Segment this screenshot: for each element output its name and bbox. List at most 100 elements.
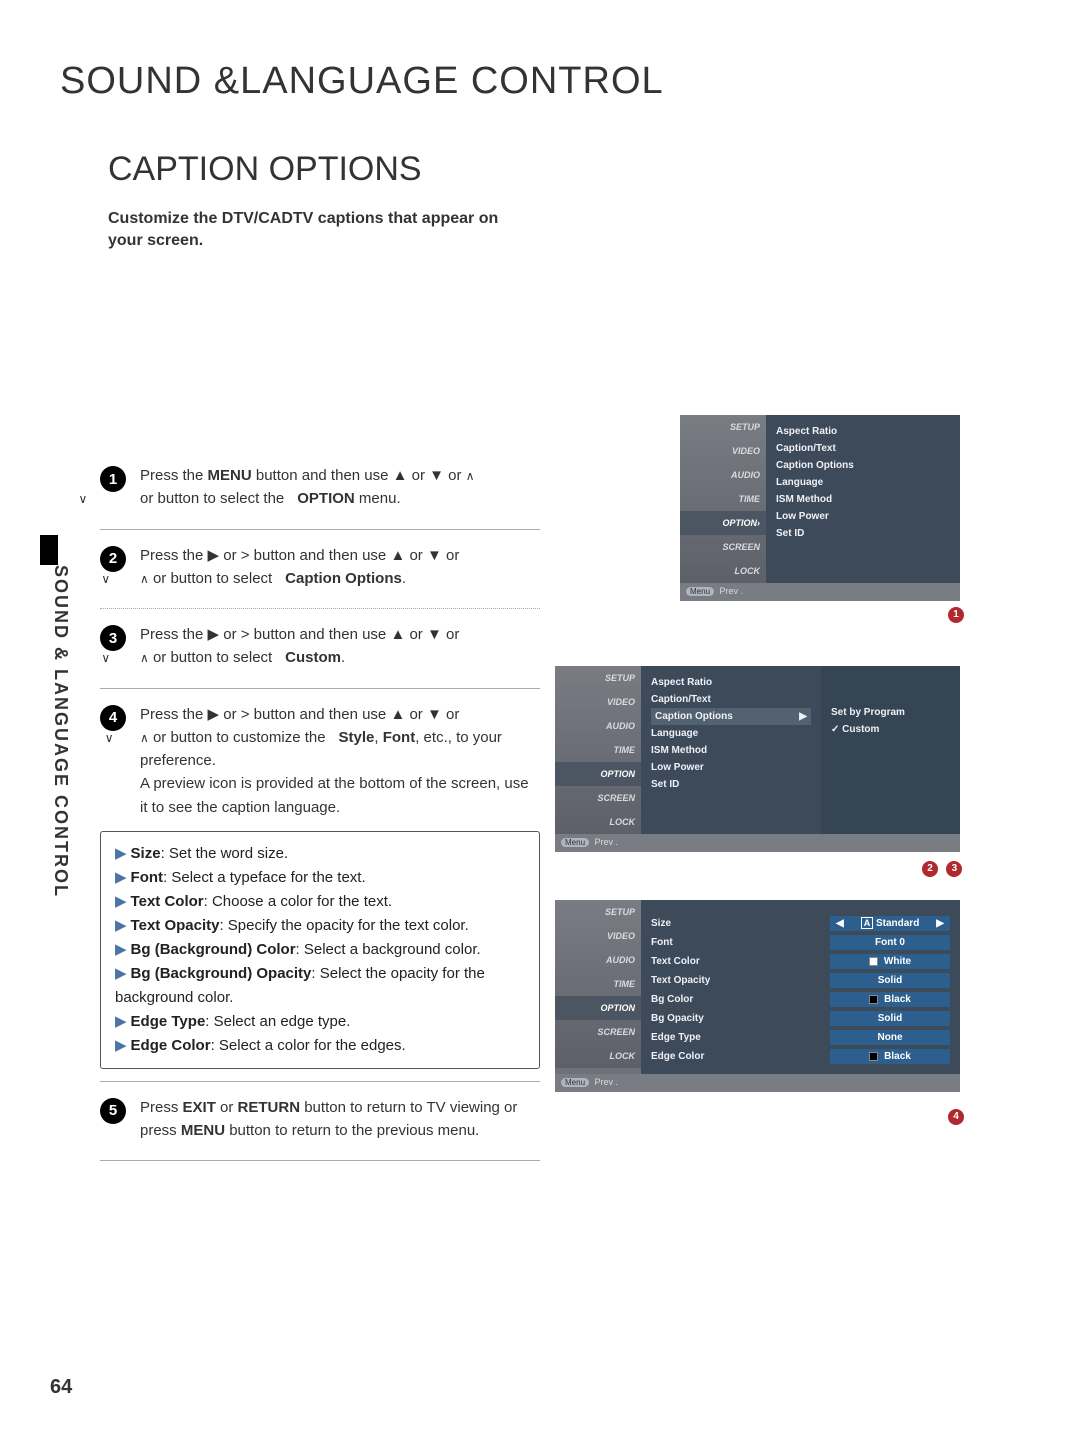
sidebar-item-video[interactable]: VIDEO <box>680 439 766 463</box>
sidebar-item-screen[interactable]: SCREEN <box>555 1020 641 1044</box>
footer-menu-button[interactable]: Menu <box>561 1078 589 1087</box>
sidebar-item-setup[interactable]: SETUP <box>555 666 641 690</box>
submenu-row[interactable]: Set by Program <box>831 704 950 721</box>
settings-row-text-opacity[interactable]: Text Opacity Solid <box>651 971 950 990</box>
sidebar-item-lock[interactable]: LOCK <box>680 559 766 583</box>
sidebar-item-time[interactable]: TIME <box>555 972 641 996</box>
label: Bg Color <box>651 994 741 1005</box>
label: SETUP <box>605 907 635 917</box>
option-line: ▶Edge Type: Select an edge type. <box>115 1010 525 1034</box>
label: VIDEO <box>607 697 635 707</box>
label: Bg (Background) Opacity <box>131 965 312 982</box>
value[interactable]: None <box>830 1030 950 1045</box>
settings-row-font[interactable]: Font Font 0 <box>651 933 950 952</box>
value-text: White <box>884 956 911 967</box>
menu-row[interactable]: Aspect Ratio <box>651 674 811 691</box>
option-line: ▶Bg (Background) Opacity: Select the opa… <box>115 962 525 1010</box>
option-line: ▶Bg (Background) Color: Select a backgro… <box>115 938 525 962</box>
settings-row-bg-color[interactable]: Bg Color Black <box>651 990 950 1009</box>
sidebar-item-screen[interactable]: SCREEN <box>555 786 641 810</box>
sidebar-item-lock[interactable]: LOCK <box>555 810 641 834</box>
value[interactable]: Font 0 <box>830 935 950 950</box>
value[interactable]: ◀ A Standard ▶ <box>830 916 950 931</box>
label: Edge Type <box>131 1013 206 1030</box>
callout-4: 4 <box>948 1106 964 1125</box>
desc: : Set the word size. <box>161 845 289 862</box>
menu-row[interactable]: Language <box>776 474 950 491</box>
menu-row[interactable]: Set ID <box>776 525 950 542</box>
step-body: Press the ▶ or > button and then use ▲ o… <box>140 703 540 819</box>
label: Text Opacity <box>131 917 220 934</box>
menu-row[interactable]: Caption/Text <box>776 440 950 457</box>
value[interactable]: Solid <box>830 973 950 988</box>
footer-menu-button[interactable]: Menu <box>561 838 589 847</box>
step-5: 5 Press EXIT or RETURN button to return … <box>100 1082 540 1162</box>
sidebar-item-video[interactable]: VIDEO <box>555 690 641 714</box>
settings-row-edge-color[interactable]: Edge Color Black <box>651 1047 950 1066</box>
sidebar-item-option[interactable]: OPTION <box>555 996 641 1020</box>
check-icon: ✓ <box>831 724 839 735</box>
value-text: Black <box>884 994 911 1005</box>
sidebar-item-audio[interactable]: AUDIO <box>555 948 641 972</box>
label: LOCK <box>735 566 761 576</box>
value[interactable]: White <box>830 954 950 969</box>
sidebar-item-screen[interactable]: SCREEN <box>680 535 766 559</box>
settings-row-bg-opacity[interactable]: Bg Opacity Solid <box>651 1009 950 1028</box>
desc: : Select a typeface for the text. <box>163 869 366 886</box>
menu-row[interactable]: Language <box>651 725 811 742</box>
value[interactable]: Black <box>830 1049 950 1064</box>
desc: : Specify the opacity for the text color… <box>219 917 468 934</box>
settings-row-edge-type[interactable]: Edge Type None <box>651 1028 950 1047</box>
sidebar-item-setup[interactable]: SETUP <box>680 415 766 439</box>
footer-text: Prev . <box>720 586 744 596</box>
label: TIME <box>614 979 636 989</box>
menu-row[interactable]: ISM Method <box>651 742 811 759</box>
callout-2-3: 2 3 <box>922 858 962 877</box>
settings-row-size[interactable]: Size ◀ A Standard ▶ <box>651 914 950 933</box>
menu-row[interactable]: Aspect Ratio <box>776 423 950 440</box>
menu-row-selected[interactable]: Caption Options▶ <box>651 708 811 725</box>
value[interactable]: Black <box>830 992 950 1007</box>
label: SCREEN <box>597 793 635 803</box>
menu-row[interactable]: Low Power <box>651 759 811 776</box>
arrow-left-icon[interactable]: ◀ <box>836 918 844 929</box>
sidebar-item-audio[interactable]: AUDIO <box>680 463 766 487</box>
sidebar-item-audio[interactable]: AUDIO <box>555 714 641 738</box>
value[interactable]: Solid <box>830 1011 950 1026</box>
step-body: Press the ▶ or > button and then use ▲ o… <box>140 623 459 670</box>
label: OPTION <box>722 518 757 528</box>
step-1: 1 Press the MENU button and then use ▲ o… <box>100 450 540 530</box>
sidebar-item-option[interactable]: OPTION › <box>680 511 766 535</box>
label: AUDIO <box>731 470 760 480</box>
text: or button to select <box>149 570 277 587</box>
menu-row[interactable]: Low Power <box>776 508 950 525</box>
submenu-row-checked[interactable]: ✓ Custom <box>831 721 950 738</box>
footer-text: Prev . <box>595 837 619 847</box>
triangle-icon: ▶ <box>115 917 127 934</box>
settings-row-text-color[interactable]: Text Color White <box>651 952 950 971</box>
sidebar-item-time[interactable]: TIME <box>555 738 641 762</box>
menu-row[interactable]: Caption Options <box>776 457 950 474</box>
caption-options-label: Caption Options <box>285 570 402 587</box>
label: Caption Options <box>655 711 733 722</box>
step-number: 3 <box>100 625 126 651</box>
sidebar-item-setup[interactable]: SETUP <box>555 900 641 924</box>
label: Edge Color <box>651 1051 741 1062</box>
sidebar-item-option[interactable]: OPTION <box>555 762 641 786</box>
menu-row[interactable]: Set ID <box>651 776 811 793</box>
step-number: 2 <box>100 546 126 572</box>
menu-row[interactable]: Caption/Text <box>651 691 811 708</box>
menu-label: MENU <box>181 1122 225 1139</box>
text: or button to select the <box>140 490 288 507</box>
footer-menu-button[interactable]: Menu <box>686 587 714 596</box>
tv-content-wrap: Aspect Ratio Caption/Text Caption Option… <box>641 666 960 834</box>
menu-row[interactable]: ISM Method <box>776 491 950 508</box>
sidebar-item-time[interactable]: TIME <box>680 487 766 511</box>
arrow-right-icon[interactable]: ▶ <box>936 918 944 929</box>
side-tab <box>40 535 58 565</box>
sidebar-item-lock[interactable]: LOCK <box>555 1044 641 1068</box>
sidebar-item-video[interactable]: VIDEO <box>555 924 641 948</box>
caret-up-icon: ∧ <box>140 651 149 665</box>
step-number: 4 <box>100 705 126 731</box>
color-swatch <box>869 957 878 966</box>
